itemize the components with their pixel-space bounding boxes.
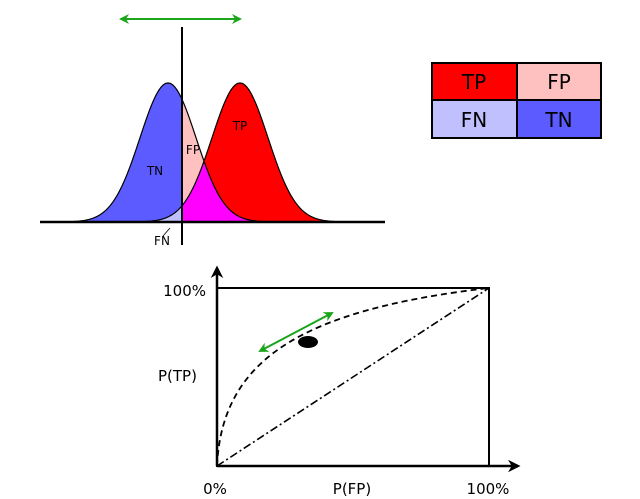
roc-plot: 100% P(TP) 0% P(FP) 100% xyxy=(158,265,521,498)
legend-cell-fn xyxy=(432,100,517,138)
legend-fn: FN xyxy=(461,108,487,132)
tn-label: TN xyxy=(146,164,163,178)
confusion-legend: TP FP FN TN xyxy=(431,62,602,139)
tp-area xyxy=(182,83,340,222)
overlap-area xyxy=(182,161,270,222)
tn-area xyxy=(70,83,182,222)
legend-cell-fp xyxy=(517,63,601,100)
y-axis-label: P(TP) xyxy=(158,367,197,385)
legend-tp: TP xyxy=(461,70,486,94)
legend-fp: FP xyxy=(547,70,571,94)
fn-area xyxy=(140,205,182,222)
negative-curve xyxy=(69,82,271,223)
legend-cell-tn xyxy=(517,100,601,138)
fn-label: FN xyxy=(154,234,170,248)
tp-label: TP xyxy=(232,119,248,133)
chance-diagonal xyxy=(216,287,490,467)
x-origin-label: 0% xyxy=(203,480,227,498)
positive-curve xyxy=(139,82,341,223)
operating-point-move-arrow xyxy=(258,312,334,352)
fp-label: FP xyxy=(186,143,200,157)
x-right-label: 100% xyxy=(467,480,510,498)
y-top-label: 100% xyxy=(163,282,206,300)
legend-cell-tp xyxy=(432,63,517,100)
distribution-plot: TN FP TP FN xyxy=(40,14,385,248)
x-axis-label: P(FP) xyxy=(333,480,371,498)
fn-pointer xyxy=(162,227,171,237)
legend-tn: TN xyxy=(544,108,572,132)
operating-point[interactable] xyxy=(298,336,318,348)
